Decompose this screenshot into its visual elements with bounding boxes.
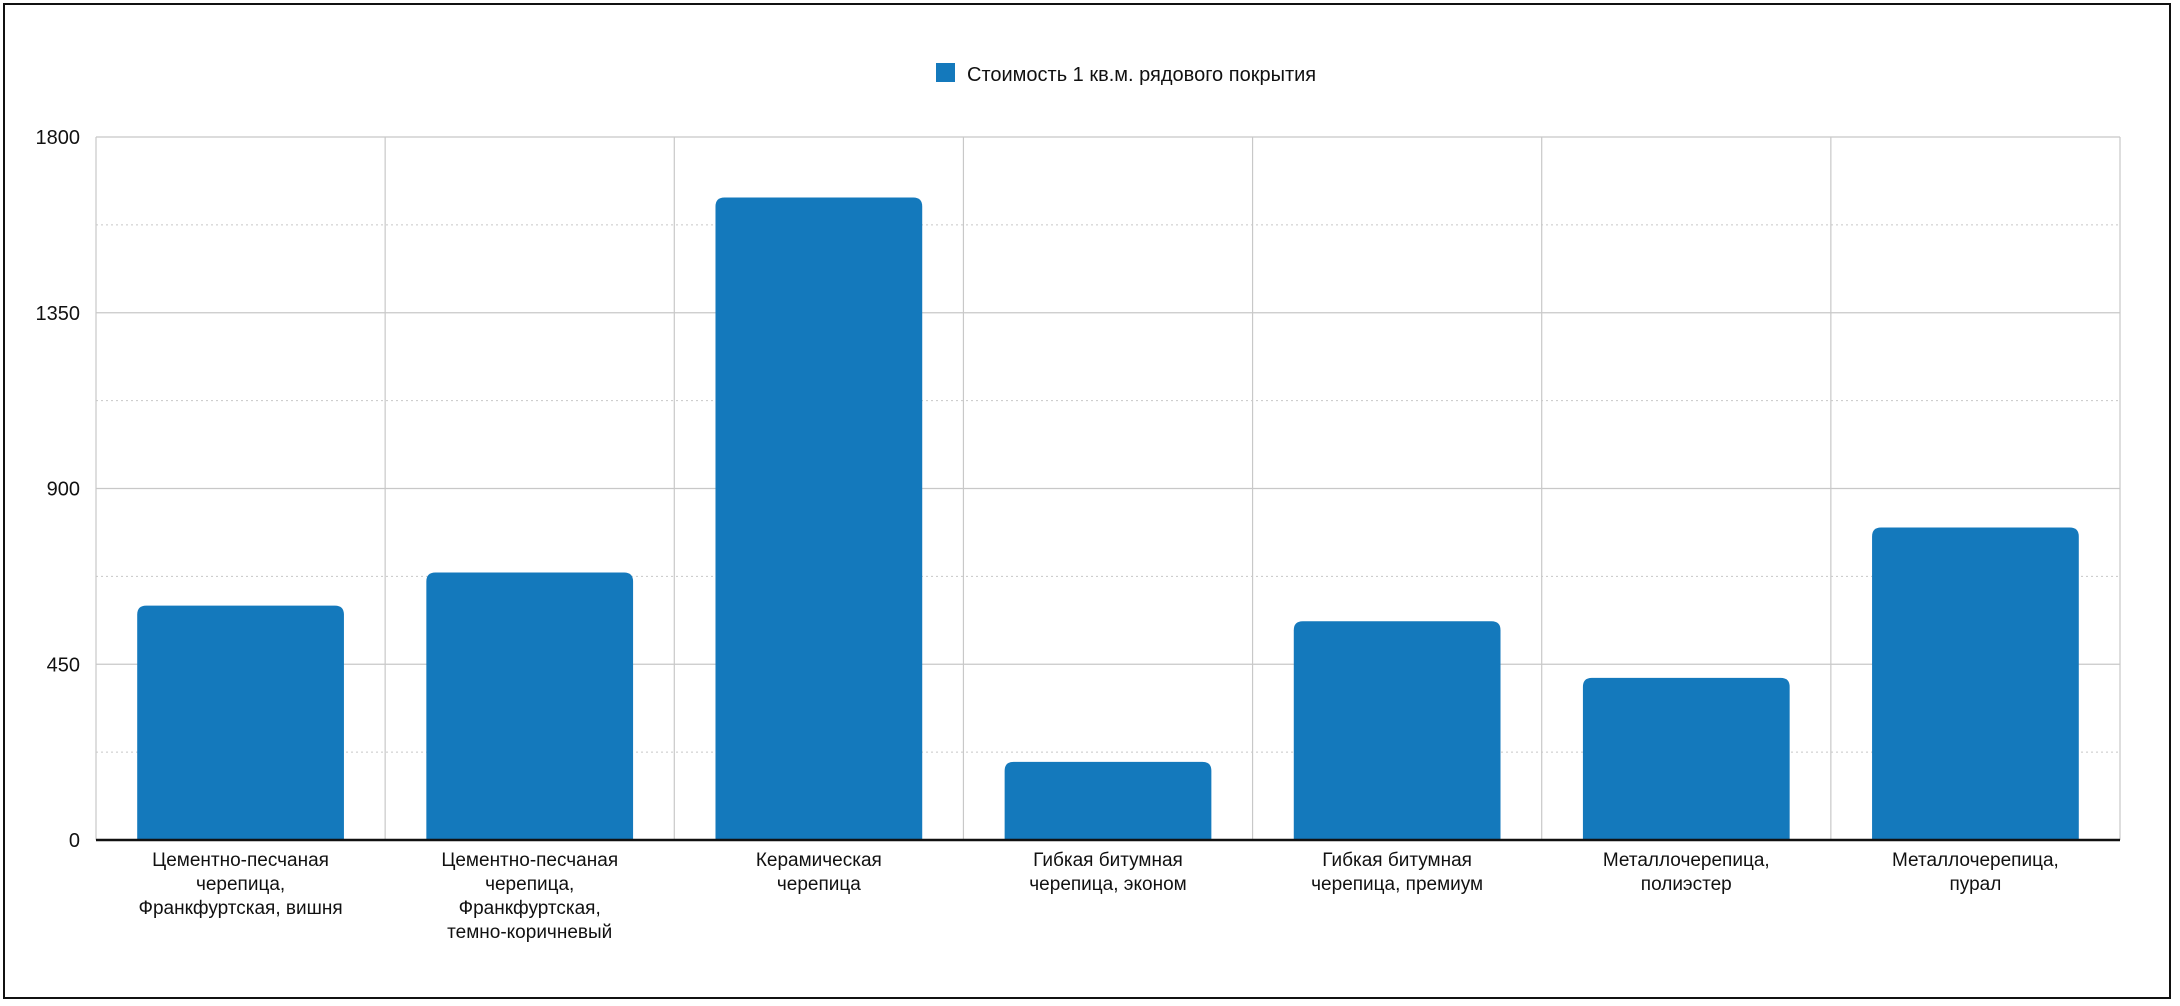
y-tick-label: 450 <box>47 654 80 676</box>
legend-label: Стоимость 1 кв.м. рядового покрытия <box>967 64 1316 86</box>
bar <box>1293 621 1501 840</box>
x-category-label: Керамическая черепица <box>756 850 882 895</box>
y-tick-label: 900 <box>47 479 80 501</box>
x-category-label: Гибкая битумная черепица, премиум <box>1311 850 1483 895</box>
bar <box>137 605 344 840</box>
y-tick-label: 0 <box>69 830 80 852</box>
bars <box>137 197 2079 840</box>
x-category-label: Металлочерепица, пурал <box>1892 850 2059 895</box>
x-category-label: Металлочерепица, полиэстер <box>1603 850 1770 895</box>
bar <box>426 572 634 840</box>
y-tick-label: 1800 <box>36 127 81 149</box>
y-tick-label: 1350 <box>36 303 81 325</box>
legend: Стоимость 1 кв.м. рядового покрытия <box>936 63 1316 86</box>
grid <box>95 136 2121 840</box>
bar <box>1582 677 1790 840</box>
legend-swatch <box>936 63 955 82</box>
bar <box>715 197 923 840</box>
x-category-label: Цементно-песчаная черепица, Франкфуртская,… <box>139 850 343 919</box>
x-category-label: Цементно-песчаная черепица, Франкфуртская,… <box>441 850 618 943</box>
bar <box>1004 761 1212 840</box>
labels: 0 450 900 1350 1800 Цементно-песчаная черепица… <box>36 127 2059 943</box>
x-category-label: Гибкая битумная черепица, эконом <box>1029 850 1186 895</box>
bar <box>1872 527 2079 840</box>
